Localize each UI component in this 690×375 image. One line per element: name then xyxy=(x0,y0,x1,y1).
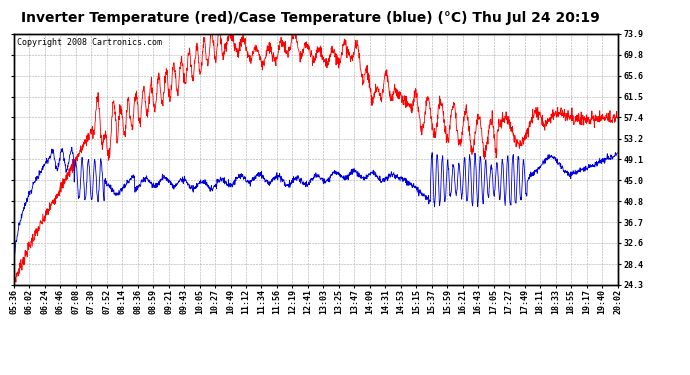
Text: Inverter Temperature (red)/Case Temperature (blue) (°C) Thu Jul 24 20:19: Inverter Temperature (red)/Case Temperat… xyxy=(21,11,600,25)
Text: Copyright 2008 Cartronics.com: Copyright 2008 Cartronics.com xyxy=(17,38,162,46)
